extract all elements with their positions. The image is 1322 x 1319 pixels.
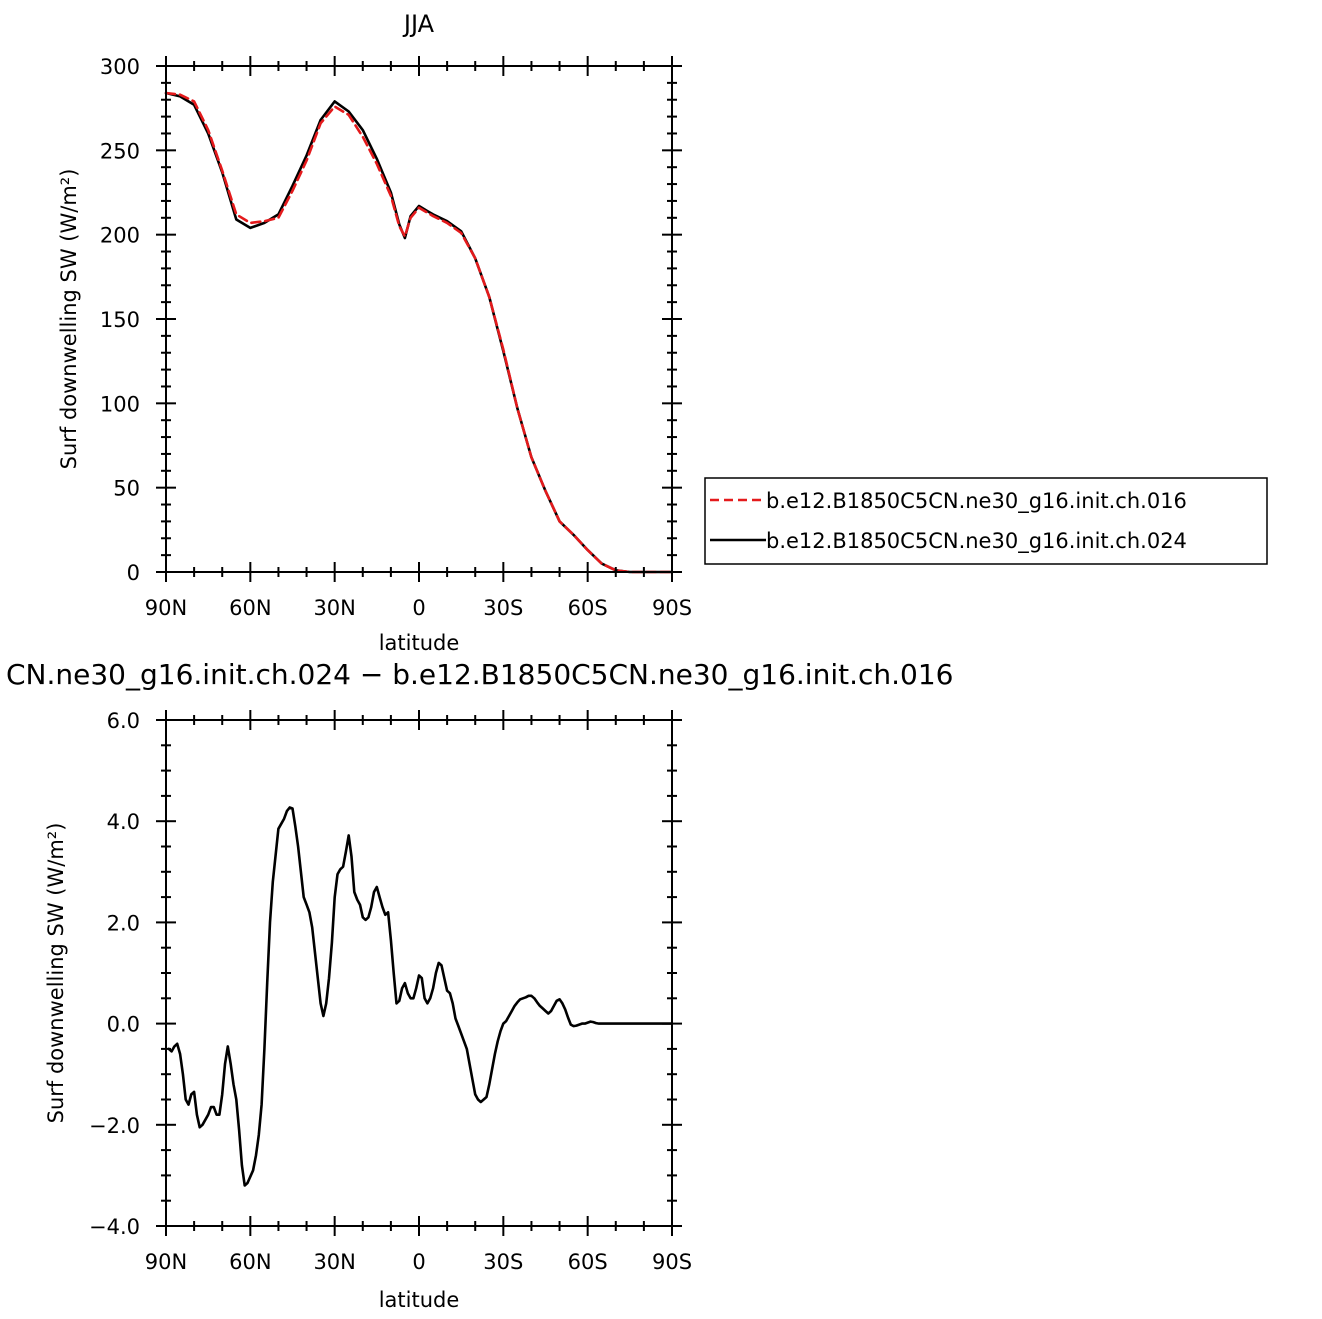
legend-label-series-016: b.e12.B1850C5CN.ne30_g16.init.ch.016 <box>766 489 1187 514</box>
legend: b.e12.B1850C5CN.ne30_g16.init.ch.016 b.e… <box>704 477 1268 565</box>
top-x-tick-label: 90S <box>652 596 692 620</box>
bottom-x-axis-label: latitude <box>379 1288 460 1312</box>
top-series-lines <box>164 91 674 574</box>
top-series-line-1 <box>164 91 674 574</box>
top-series-line-0 <box>164 91 674 574</box>
top-x-tick-label: 60N <box>229 596 271 620</box>
bottom-x-tick-label: 60S <box>568 1250 608 1274</box>
bottom-y-tick-label: 4.0 <box>107 810 140 834</box>
top-y-tick-label: 150 <box>100 308 140 332</box>
legend-box <box>704 477 1268 565</box>
bottom-y-axis-label: Surf downwelling SW (W/m²) <box>44 823 68 1124</box>
bottom-chart-title: CN.ne30_g16.init.ch.024 − b.e12.B1850C5C… <box>6 658 953 691</box>
bottom-axis-ticks: 90N 60N 30N 0 30S 60S 90S −4.0 −2.0 0.0 2.0 4.0 6.0 <box>89 709 692 1274</box>
top-y-tick-label: 0 <box>127 561 140 585</box>
bottom-x-tick-label: 90S <box>652 1250 692 1274</box>
bottom-y-tick-label: −2.0 <box>89 1114 140 1138</box>
bottom-y-tick-label: −4.0 <box>89 1215 140 1239</box>
bottom-x-tick-label: 30N <box>313 1250 355 1274</box>
top-x-tick-label: 30N <box>313 596 355 620</box>
bottom-y-tick-label: 2.0 <box>107 911 140 935</box>
top-x-tick-label: 0 <box>412 596 425 620</box>
top-x-tick-label: 60S <box>568 596 608 620</box>
bottom-x-tick-label: 60N <box>229 1250 271 1274</box>
top-y-tick-label: 100 <box>100 392 140 416</box>
top-chart-title: JJA <box>402 10 435 38</box>
top-y-tick-label: 50 <box>113 477 140 501</box>
bottom-x-tick-label: 30S <box>483 1250 523 1274</box>
top-x-tick-label: 30S <box>483 596 523 620</box>
top-axis-ticks: 90N 60N 30N 0 30S 60S 90S 0 50 100 150 200 250 300 <box>100 55 692 620</box>
bottom-series-line-0 <box>167 806 674 1187</box>
top-plot-frame <box>165 65 673 573</box>
top-x-axis-label: latitude <box>379 631 460 655</box>
top-panel: JJA 90N 60N 30N 0 30S 60S 90S 0 50 100 150 200 250 30… <box>57 10 692 655</box>
bottom-x-tick-label: 0 <box>412 1250 425 1274</box>
top-x-tick-label: 90N <box>145 596 187 620</box>
bottom-series-lines <box>167 806 674 1187</box>
bottom-y-tick-label: 0.0 <box>107 1013 140 1037</box>
bottom-panel: CN.ne30_g16.init.ch.024 − b.e12.B1850C5C… <box>6 658 953 1312</box>
top-y-axis-label: Surf downwelling SW (W/m²) <box>57 169 81 470</box>
bottom-x-tick-label: 90N <box>145 1250 187 1274</box>
top-y-tick-label: 250 <box>100 139 140 163</box>
top-y-tick-label: 300 <box>100 55 140 79</box>
legend-label-series-024: b.e12.B1850C5CN.ne30_g16.init.ch.024 <box>766 529 1187 554</box>
bottom-y-tick-label: 6.0 <box>107 709 140 733</box>
top-y-tick-label: 200 <box>100 224 140 248</box>
